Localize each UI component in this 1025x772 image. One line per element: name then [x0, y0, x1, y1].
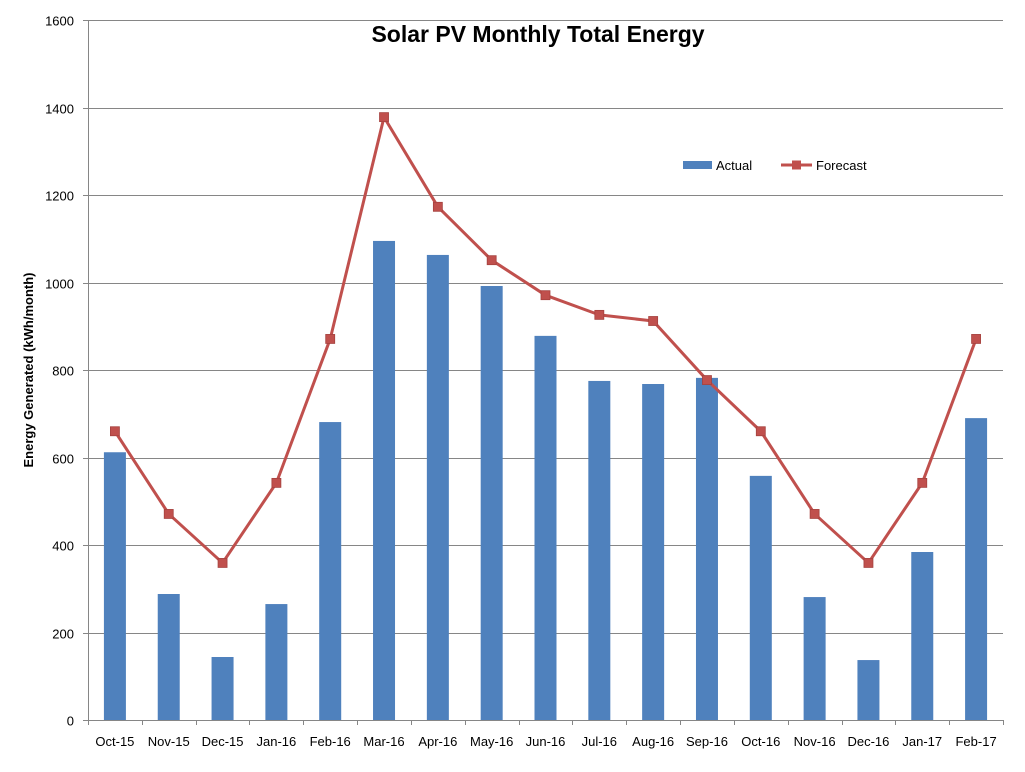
- x-tick-labels: Oct-15 Nov-15 Dec-15 Jan-16 Feb-16 Mar-16 Apr-…: [95, 734, 996, 749]
- forecast-marker-jan-17: [917, 477, 928, 488]
- legend-item-forecast: Forecast: [781, 158, 867, 173]
- x-tick-label-nov-16: Nov-16: [794, 734, 836, 749]
- y-tick-label: 800: [52, 364, 74, 379]
- x-tick-label-jan-17: Jan-17: [902, 734, 942, 749]
- y-tick-label: 1200: [45, 189, 74, 204]
- legend-actual-swatch: [683, 161, 712, 169]
- legend: Actual Forecast: [683, 158, 867, 173]
- forecast-marker-nov-16: [809, 509, 820, 519]
- x-tick-label-feb-17: Feb-17: [955, 734, 996, 749]
- forecast-marker-dec-16: [863, 558, 874, 568]
- actual-bar-feb-16: [319, 422, 342, 720]
- y-tick-label: 400: [52, 539, 74, 554]
- x-tick-label-sep-16: Sep-16: [686, 734, 728, 749]
- y-axis-title: Energy Generated (kWh/month): [21, 272, 36, 467]
- legend-item-actual: Actual: [683, 158, 752, 173]
- actual-bar-may-16: [480, 286, 503, 720]
- actual-bar-oct-15: [103, 452, 126, 720]
- forecast-marker-oct-15: [110, 426, 120, 437]
- forecast-marker-mar-16: [379, 112, 389, 123]
- forecast-marker-dec-15: [217, 558, 228, 568]
- forecast-marker-jun-16: [540, 290, 551, 301]
- y-tick-label: 1000: [45, 277, 74, 292]
- x-tick-label-dec-16: Dec-16: [847, 734, 889, 749]
- actual-bars: [103, 240, 988, 720]
- actual-bar-jan-16: [265, 604, 288, 720]
- forecast-marker-feb-16: [325, 334, 336, 344]
- x-tick-label-nov-15: Nov-15: [148, 734, 190, 749]
- forecast-marker-apr-16: [432, 201, 443, 212]
- forecast-marker-oct-16: [755, 426, 766, 437]
- y-tick-labels: 0 200 400 600 800 1000 1200 1400 1600: [45, 14, 74, 729]
- y-tick-label: 200: [52, 627, 74, 642]
- actual-bar-jul-16: [588, 380, 611, 720]
- x-tick-label-mar-16: Mar-16: [363, 734, 404, 749]
- forecast-marker-nov-15: [163, 509, 174, 519]
- x-tick-label-apr-16: Apr-16: [418, 734, 457, 749]
- x-tick-label-oct-16: Oct-16: [741, 734, 780, 749]
- y-tick-label: 1600: [45, 14, 74, 29]
- forecast-series: [110, 112, 981, 568]
- actual-bar-apr-16: [426, 254, 449, 720]
- actual-bar-nov-16: [803, 597, 826, 720]
- actual-bar-dec-15: [211, 657, 234, 720]
- x-tick-label-aug-16: Aug-16: [632, 734, 674, 749]
- forecast-marker-may-16: [486, 255, 497, 266]
- legend-forecast-marker: [792, 160, 801, 170]
- y-tick-label: 1400: [45, 102, 74, 117]
- forecast-marker-aug-16: [648, 316, 659, 326]
- x-tick-label-may-16: May-16: [470, 734, 513, 749]
- x-tick-label-jun-16: Jun-16: [526, 734, 566, 749]
- x-tick-label-jul-16: Jul-16: [582, 734, 617, 749]
- actual-bar-jan-17: [911, 552, 934, 720]
- actual-bar-aug-16: [642, 384, 665, 720]
- forecast-marker-sep-16: [702, 375, 712, 385]
- x-tick-label-feb-16: Feb-16: [310, 734, 351, 749]
- legend-actual-label: Actual: [716, 158, 752, 173]
- chart-title: Solar PV Monthly Total Energy: [371, 21, 704, 47]
- forecast-marker-jul-16: [594, 309, 605, 320]
- forecast-marker-feb-17: [971, 334, 981, 344]
- actual-bar-mar-16: [373, 240, 396, 720]
- actual-bar-sep-16: [695, 377, 718, 720]
- y-tick-label: 0: [67, 714, 74, 729]
- legend-forecast-label: Forecast: [816, 158, 867, 173]
- axes: [83, 20, 1004, 725]
- actual-bar-oct-16: [749, 475, 772, 720]
- actual-bar-nov-15: [157, 594, 180, 720]
- forecast-marker-jan-16: [271, 477, 282, 488]
- actual-bar-feb-17: [965, 418, 988, 720]
- x-tick-label-jan-16: Jan-16: [257, 734, 297, 749]
- actual-bar-dec-16: [857, 660, 880, 720]
- y-tick-label: 600: [52, 452, 74, 467]
- x-tick-label-dec-15: Dec-15: [202, 734, 244, 749]
- x-tick-label-oct-15: Oct-15: [95, 734, 134, 749]
- actual-bar-jun-16: [534, 335, 557, 720]
